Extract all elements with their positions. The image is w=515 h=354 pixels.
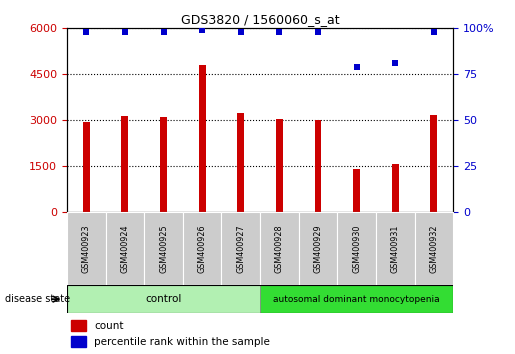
Bar	[71, 336, 87, 347]
Text: disease state: disease state	[5, 294, 70, 304]
Point	[391, 61, 400, 66]
Text: GSM400923: GSM400923	[82, 224, 91, 273]
Bar	[67, 212, 106, 285]
Bar	[315, 120, 321, 212]
Text: GSM400932: GSM400932	[430, 224, 438, 273]
Text: control: control	[145, 294, 182, 304]
Bar	[237, 113, 244, 212]
Text: GSM400931: GSM400931	[391, 224, 400, 273]
Bar	[392, 164, 399, 212]
Bar	[199, 65, 205, 212]
Bar	[299, 212, 337, 285]
Point	[352, 64, 360, 70]
Point	[236, 29, 245, 35]
Title: GDS3820 / 1560060_s_at: GDS3820 / 1560060_s_at	[181, 13, 339, 26]
Bar	[106, 212, 144, 285]
Bar	[337, 212, 376, 285]
Bar	[431, 115, 437, 212]
Point	[82, 29, 91, 35]
Bar	[183, 212, 221, 285]
Bar	[276, 119, 283, 212]
Text: autosomal dominant monocytopenia: autosomal dominant monocytopenia	[273, 295, 440, 304]
Text: GSM400928: GSM400928	[275, 224, 284, 273]
Bar	[221, 212, 260, 285]
Bar	[122, 116, 128, 212]
Point	[121, 29, 129, 35]
Bar	[260, 285, 453, 313]
Bar	[67, 285, 260, 313]
Bar	[260, 212, 299, 285]
Bar	[83, 122, 90, 212]
Bar	[415, 212, 453, 285]
Bar	[353, 170, 360, 212]
Text: percentile rank within the sample: percentile rank within the sample	[94, 337, 270, 347]
Text: count: count	[94, 321, 124, 331]
Point	[159, 29, 167, 35]
Text: GSM400930: GSM400930	[352, 224, 361, 273]
Text: GSM400925: GSM400925	[159, 224, 168, 273]
Point	[198, 27, 206, 33]
Text: GSM400926: GSM400926	[198, 224, 207, 273]
Bar	[144, 212, 183, 285]
Bar	[376, 212, 415, 285]
Bar	[160, 117, 167, 212]
Point	[430, 29, 438, 35]
Text: GSM400929: GSM400929	[314, 224, 322, 273]
Point	[314, 29, 322, 35]
Point	[275, 29, 283, 35]
Bar	[71, 320, 87, 331]
Text: GSM400924: GSM400924	[121, 224, 129, 273]
Text: GSM400927: GSM400927	[236, 224, 245, 273]
